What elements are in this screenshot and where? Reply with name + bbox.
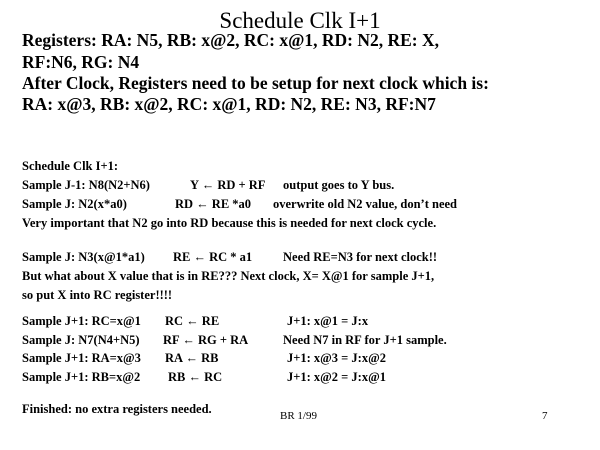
row-operation: RD ← RE *a0	[175, 197, 252, 211]
page-number: 7	[542, 410, 548, 422]
row-comment: J+1: x@2 = J:x@1	[287, 370, 386, 384]
slide-title: Schedule Clk I+1	[219, 8, 381, 33]
row-sample: Sample J+1: RB=x@2	[22, 370, 141, 384]
row-operation: RE ← RC * a1	[173, 250, 253, 264]
note: so put X into RC register!!!!	[22, 288, 173, 302]
footer-author: BR 1/99	[280, 410, 317, 422]
row-comment: J+1: x@3 = J:x@2	[287, 351, 386, 365]
row-sample: Sample J+1: RC=x@1	[22, 314, 141, 328]
row-comment: overwrite old N2 value, don’t need	[273, 197, 458, 211]
finished-note: Finished: no extra registers needed.	[22, 402, 212, 416]
row-sample: Sample J-1: N8(N2+N6)	[22, 178, 150, 192]
row-comment: Need RE=N3 for next clock!!	[283, 250, 438, 264]
row-operation: Y ← RD + RF	[190, 178, 266, 192]
header-line: Registers: RA: N5, RB: x@2, RC: x@1, RD:…	[22, 30, 440, 50]
header-line: RA: x@3, RB: x@2, RC: x@1, RD: N2, RE: N…	[22, 94, 436, 114]
row-sample: Sample J+1: RA=x@3	[22, 351, 141, 365]
row-sample: Sample J: N2(x*a0)	[22, 197, 127, 211]
row-operation: RC ← RE	[165, 314, 220, 328]
row-sample: Sample J: N7(N4+N5)	[22, 333, 140, 347]
row-comment: J+1: x@1 = J:x	[287, 314, 369, 328]
row-comment: output goes to Y bus.	[283, 178, 395, 192]
note: Very important that N2 go into RD becaus…	[22, 216, 437, 230]
row-operation: RF ← RG + RA	[163, 333, 249, 347]
row-sample: Sample J: N3(x@1*a1)	[22, 250, 145, 264]
note: But what about X value that is in RE??? …	[22, 269, 435, 283]
header-line: RF:N6, RG: N4	[22, 52, 140, 72]
block-heading: Schedule Clk I+1:	[22, 159, 119, 173]
row-comment: Need N7 in RF for J+1 sample.	[283, 333, 447, 347]
header-line: After Clock, Registers need to be setup …	[22, 73, 489, 93]
row-operation: RA ← RB	[165, 351, 219, 365]
row-operation: RB ← RC	[168, 370, 223, 384]
